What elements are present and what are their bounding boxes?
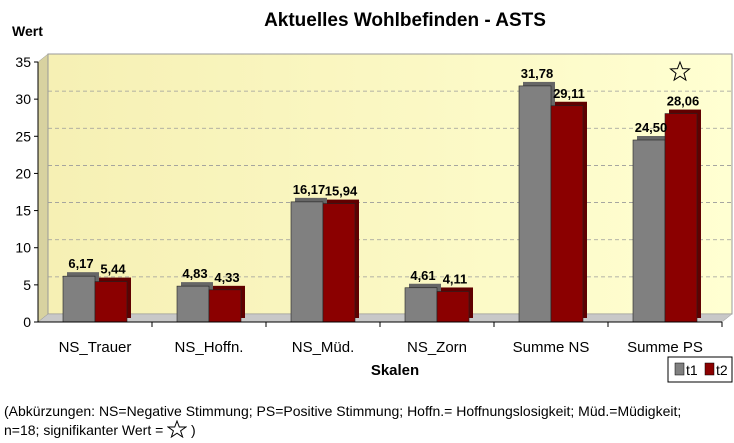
data-label-t2: 5,44 [100, 262, 126, 277]
y-tick-label: 0 [23, 314, 31, 330]
data-label-t1: 31,78 [521, 66, 554, 81]
bar-t1 [290, 201, 324, 323]
plot-floor [37, 313, 733, 323]
data-label-t2: 4,11 [443, 271, 468, 286]
chart: Aktuelles Wohlbefinden - ASTS Wert 6,17 5… [12, 10, 733, 383]
bar-t1 [518, 85, 552, 323]
plot-3d-wall [37, 53, 49, 323]
y-axis-label: Wert [12, 23, 43, 39]
data-label-t2: 29,11 [553, 86, 585, 101]
footnote-line-1: (Abkürzungen: NS=Negative Stimmung; PS=P… [4, 403, 682, 419]
star-outline-icon [669, 60, 691, 82]
bar-t2 [664, 113, 698, 323]
bar-t1 [632, 139, 666, 323]
star-outline-icon [167, 420, 188, 438]
data-label-t1: 4,61 [410, 268, 435, 283]
y-tick-label: 10 [15, 240, 31, 256]
data-label-t1: 6,17 [68, 256, 93, 271]
y-tick-label: 30 [15, 91, 31, 107]
gridlines [48, 53, 732, 278]
x-category-label: Summe NS [513, 339, 590, 356]
bar-t2 [436, 291, 470, 323]
bar-t1 [62, 275, 96, 323]
data-label-t1: 4,83 [182, 266, 207, 281]
bar-t2 [550, 105, 584, 323]
bar-t1 [404, 287, 438, 323]
footnote-line-2-prefix: n=18; signifikanter Wert = [4, 422, 168, 438]
data-label-t2: 28,06 [667, 94, 700, 109]
legend-swatch-t2 [704, 362, 715, 376]
bars [62, 81, 701, 323]
x-category-label: NS_Trauer [59, 339, 132, 356]
y-tick-label: 25 [15, 128, 31, 144]
bar-t2 [208, 289, 242, 323]
y-tick-label: 15 [15, 203, 31, 219]
data-labels: 6,17 5,44 4,83 4,33 16,17 15,94 4,61 4,11 31,78 2… [68, 66, 699, 287]
x-categories: NS_Trauer NS_Hoffn. NS_Müd. NS_Zorn Summe NS… [59, 322, 723, 356]
data-label-t1: 24,50 [635, 120, 668, 135]
bar-t2 [322, 203, 356, 323]
plot-area [47, 53, 733, 315]
y-ticks: 0 5 10 15 20 25 30 35 [15, 54, 38, 330]
significance-star [669, 60, 691, 82]
legend-label-t1: t1 [686, 362, 698, 378]
chart-title: Aktuelles Wohlbefinden - ASTS [264, 10, 546, 31]
data-label-t2: 15,94 [325, 184, 358, 199]
data-label-t1: 16,17 [293, 182, 326, 197]
legend-swatch-t1 [674, 362, 685, 376]
legend-label-t2: t2 [716, 362, 728, 378]
y-tick-label: 20 [15, 165, 31, 181]
x-axis-label: Skalen [371, 362, 419, 379]
bar-t2 [94, 281, 128, 323]
x-category-label: Summe PS [627, 339, 703, 356]
data-label-t2: 4,33 [214, 270, 239, 285]
y-tick-label: 5 [23, 277, 31, 293]
x-category-label: NS_Müd. [292, 339, 355, 356]
legend: t1 t2 [667, 356, 733, 383]
y-tick-label: 35 [15, 54, 31, 70]
x-category-label: NS_Zorn [407, 339, 467, 356]
bar-t1 [176, 285, 210, 323]
x-category-label: NS_Hoffn. [175, 339, 244, 356]
footnote-line-2-suffix: ) [187, 422, 196, 438]
footnote: (Abkürzungen: NS=Negative Stimmung; PS=P… [4, 403, 732, 439]
footnote-line-2: n=18; signifikanter Wert = ) [4, 420, 732, 439]
